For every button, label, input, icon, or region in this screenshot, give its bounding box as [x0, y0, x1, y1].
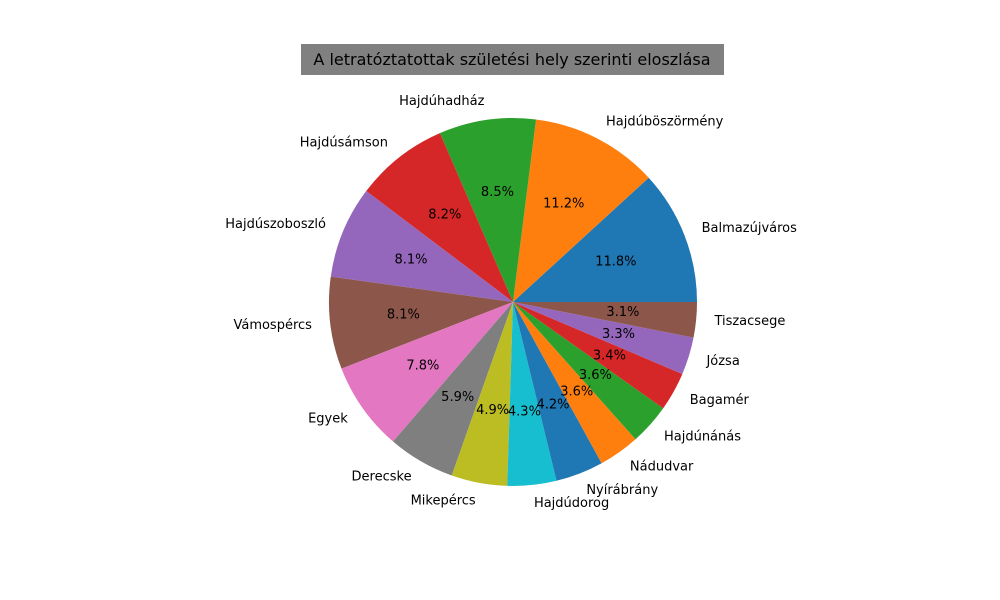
chart-title-background — [301, 44, 724, 75]
chart-title-group: A letratóztatottak születési hely szerin… — [301, 44, 724, 75]
pie-percent-label-8: 4.9% — [476, 403, 509, 418]
pie-slice-10 — [513, 302, 602, 481]
pie-category-label-1: Hajdúböszörmény — [606, 115, 724, 130]
pie-percent-label-4: 8.1% — [394, 252, 427, 267]
pie-category-label-13: Bagamér — [690, 393, 750, 408]
pie-percent-labels: 11.8%11.2%8.5%8.2%8.1%8.1%7.8%5.9%4.9%4.… — [387, 185, 640, 419]
pie-slice-8 — [451, 302, 513, 486]
chart-title: A letratóztatottak születési hely szerin… — [313, 50, 710, 69]
pie-slice-5 — [329, 276, 513, 369]
pie-percent-label-11: 3.6% — [560, 385, 593, 400]
pie-category-label-10: Nyírábrány — [586, 483, 658, 498]
pie-category-label-5: Vámospércs — [233, 318, 312, 333]
pie-percent-label-5: 8.1% — [387, 307, 420, 322]
pie-slice-7 — [393, 302, 513, 476]
pie-percent-label-10: 4.2% — [536, 397, 569, 412]
pie-category-label-14: Józsa — [705, 354, 739, 369]
pie-category-label-4: Hajdúszoboszló — [225, 217, 326, 232]
pie-slice-6 — [341, 302, 513, 442]
pie-slice-14 — [513, 302, 694, 375]
pie-slice-15 — [513, 302, 697, 338]
pie-category-label-3: Hajdúsámson — [300, 135, 388, 150]
pie-percent-label-7: 5.9% — [441, 390, 474, 405]
pie-category-labels: Balmazújváros Hajdúböszörmény Hajdúhadház H… — [225, 94, 797, 511]
pie-category-label-7: Derecske — [352, 470, 412, 485]
pie-percent-label-9: 4.3% — [508, 404, 541, 419]
pie-percent-label-3: 8.2% — [428, 208, 461, 223]
pie-slice-13 — [513, 302, 683, 409]
pie-slice-9 — [507, 302, 557, 486]
pie-percent-label-14: 3.3% — [602, 327, 635, 342]
pie-category-label-0: Balmazújváros — [702, 221, 797, 236]
pie-category-label-6: Egyek — [308, 411, 348, 426]
pie-slice-12 — [513, 302, 664, 440]
pie-category-label-11: Nádudvar — [630, 460, 694, 475]
pie-percent-label-15: 3.1% — [606, 305, 639, 320]
pie-category-label-8: Mikepércs — [411, 493, 476, 508]
pie-category-label-2: Hajdúhadház — [399, 94, 485, 109]
pie-slice-11 — [513, 302, 636, 464]
pie-slice-3 — [366, 133, 513, 302]
pie-slice-2 — [439, 117, 537, 302]
pie-category-label-15: Tiszacsege — [713, 314, 785, 329]
pie-category-label-12: Hajdúnánás — [664, 429, 741, 444]
pie-percent-label-13: 3.4% — [593, 348, 626, 363]
pie-category-label-9: Hajdúdorog — [534, 496, 609, 511]
pie-percent-label-1: 11.2% — [543, 196, 584, 211]
pie-slices — [329, 117, 697, 486]
pie-percent-label-12: 3.6% — [579, 368, 612, 383]
pie-slice-1 — [513, 119, 649, 302]
pie-percent-label-6: 7.8% — [406, 358, 439, 373]
pie-slice-4 — [330, 191, 513, 302]
pie-slice-0 — [513, 177, 697, 302]
pie-percent-label-0: 11.8% — [595, 255, 636, 270]
pie-percent-label-2: 8.5% — [481, 185, 514, 200]
